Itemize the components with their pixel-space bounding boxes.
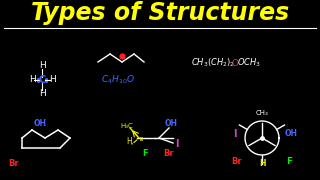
Text: OH: OH [164, 120, 178, 129]
Text: H: H [39, 89, 45, 98]
Text: H: H [39, 62, 45, 71]
Text: Br: Br [164, 150, 174, 159]
Text: F: F [286, 156, 292, 165]
Text: OH: OH [284, 129, 298, 138]
Text: $C_4H_{10}O$: $C_4H_{10}O$ [101, 74, 135, 86]
Text: H: H [259, 159, 265, 168]
Text: O: O [231, 58, 238, 68]
Text: Types of Structures: Types of Structures [31, 1, 289, 25]
Text: H₃C: H₃C [121, 123, 133, 129]
Text: CH₃: CH₃ [256, 110, 268, 116]
Text: Br: Br [9, 159, 19, 168]
Text: C: C [38, 75, 46, 85]
Text: H: H [49, 75, 55, 84]
Text: H: H [28, 75, 36, 84]
Text: $OCH_3$: $OCH_3$ [237, 57, 261, 69]
Text: I: I [233, 129, 237, 139]
Text: OH: OH [34, 120, 46, 129]
Text: Br: Br [232, 156, 242, 165]
Text: F: F [142, 150, 148, 159]
Text: $CH_3(CH_2)_2$: $CH_3(CH_2)_2$ [191, 57, 235, 69]
Text: I: I [175, 139, 179, 149]
Text: H: H [126, 138, 132, 147]
